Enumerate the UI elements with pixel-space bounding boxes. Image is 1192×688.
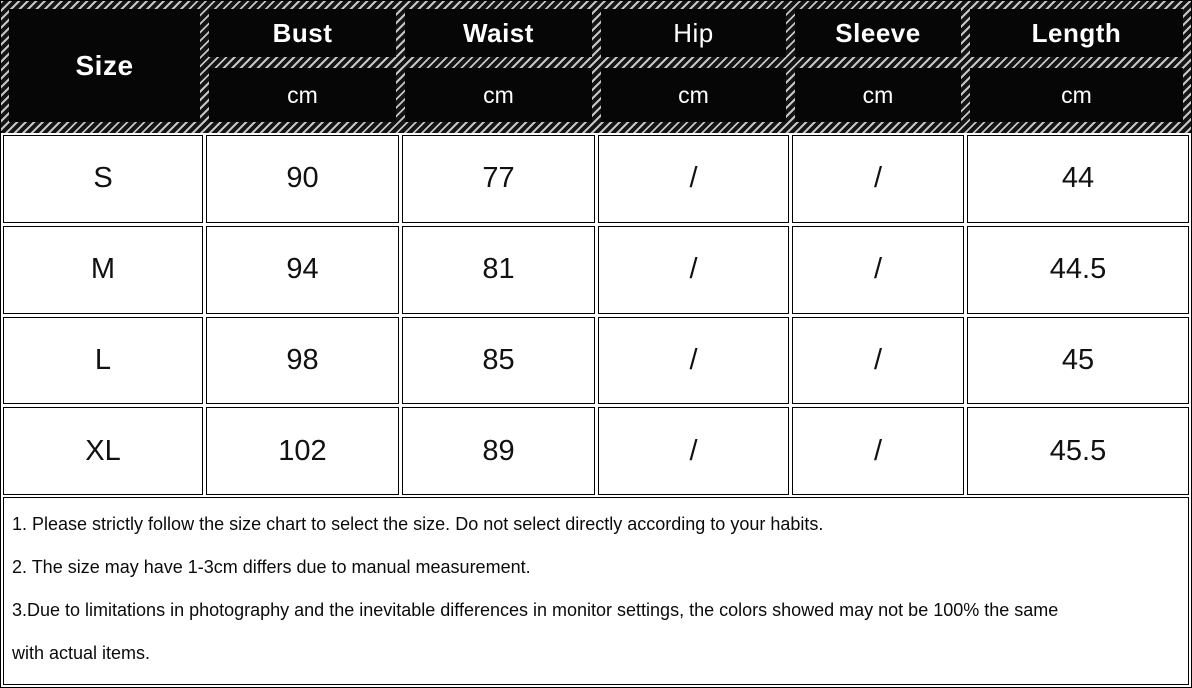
table-cell: 89	[402, 407, 595, 495]
header-cell-length: Length	[970, 9, 1183, 57]
unit-cell-sleeve: cm	[795, 68, 961, 122]
table-cell: 90	[206, 135, 399, 223]
table-cell: /	[792, 407, 964, 495]
row-label-cell: XL	[3, 407, 203, 495]
unit-cell-length: cm	[970, 68, 1183, 122]
table-cell: 44	[967, 135, 1189, 223]
table-cell: /	[598, 407, 789, 495]
table-cell: /	[598, 135, 789, 223]
unit-cell-waist: cm	[405, 68, 592, 122]
table-cell: 45	[967, 316, 1189, 405]
unit-cell-bust: cm	[209, 68, 396, 122]
header-cell-size: Size	[9, 9, 200, 122]
table-body: S 90 77//44 M 94 81//44.5 L 98 85//45 XL 102 89//45…	[1, 133, 1191, 497]
table-cell: /	[598, 316, 789, 405]
table-cell: 81	[402, 225, 595, 314]
table-header: Size Bust Waist Hip Sleeve Length cm cm …	[1, 1, 1191, 133]
header-cell-sleeve: Sleeve	[795, 9, 961, 57]
notes-section: 1. Please strictly follow the size chart…	[3, 497, 1189, 685]
header-cell-waist: Waist	[405, 9, 592, 57]
table-cell: /	[792, 316, 964, 405]
row-label-cell: S	[3, 135, 203, 223]
table-cell: /	[792, 225, 964, 314]
note-line: 1. Please strictly follow the size chart…	[12, 514, 824, 534]
header-cell-bust: Bust	[209, 9, 396, 57]
table-cell: 44.5	[967, 225, 1189, 314]
note-line: with actual items.	[12, 643, 151, 663]
table-cell: 45.5	[967, 407, 1189, 495]
table-cell: /	[598, 225, 789, 314]
table-cell: 85	[402, 316, 595, 405]
table-cell: 77	[402, 135, 595, 223]
note-line: 3.Due to limitations in photography and …	[12, 600, 1059, 620]
table-cell: /	[792, 135, 964, 223]
note-line: 2. The size may have 1-3cm differs due t…	[12, 557, 531, 577]
table-cell: 94	[206, 225, 399, 314]
unit-cell-hip: cm	[601, 68, 786, 122]
header-cell-hip: Hip	[601, 9, 786, 57]
row-label-cell: M	[3, 225, 203, 314]
table-cell: 102	[206, 407, 399, 495]
row-label-cell: L	[3, 316, 203, 405]
table-cell: 98	[206, 316, 399, 405]
